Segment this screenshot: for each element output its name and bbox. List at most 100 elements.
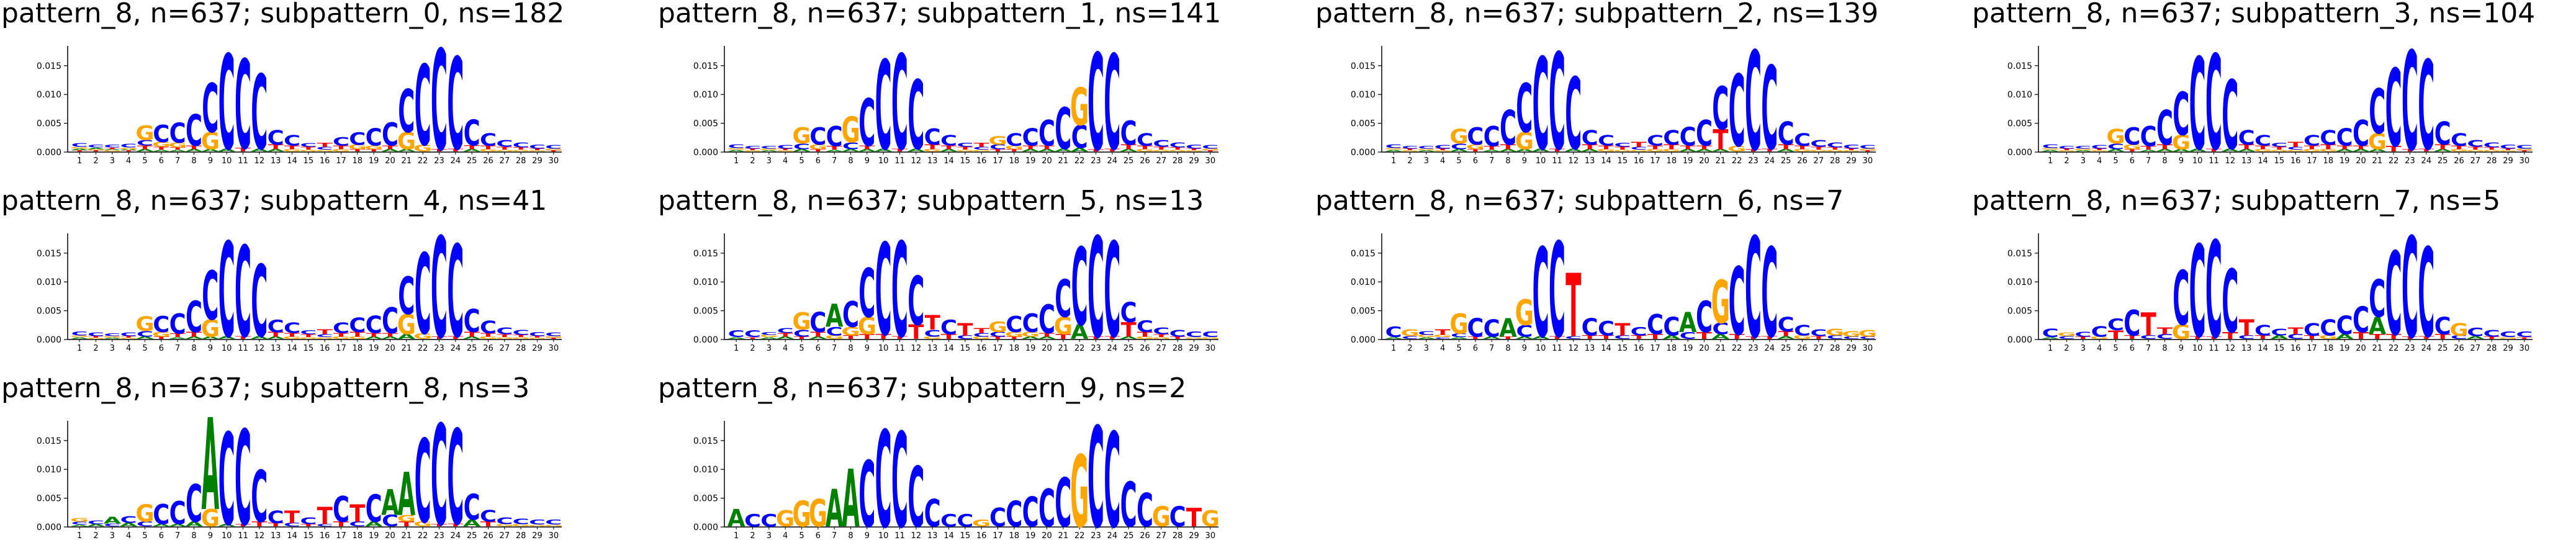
- logo-letter-T: T: [448, 335, 463, 340]
- logo-letter-G: G: [1054, 312, 1073, 340]
- logo-letter-T: T: [349, 331, 366, 338]
- logo-letter-C: C: [744, 328, 761, 340]
- logo-letter-A: A: [251, 335, 269, 340]
- logo-letter-T: T: [72, 150, 88, 152]
- logo-letter-A: A: [1483, 150, 1502, 152]
- logo-letter-C: C: [415, 43, 431, 171]
- logo-letter-G: G: [2253, 149, 2272, 153]
- x-tick-label: 25: [467, 156, 477, 166]
- chart-title: pattern_8, n=637; subpattern_1, ns=141: [658, 0, 1221, 29]
- logo-letter-T: T: [827, 145, 843, 151]
- logo-letter-C: C: [153, 311, 169, 337]
- x-tick-label: 2: [93, 531, 98, 540]
- logo-letter-C: C: [464, 112, 480, 154]
- logo-letter-T: T: [349, 149, 365, 153]
- x-tick-label: 14: [943, 531, 954, 540]
- x-tick-label: 29: [2503, 156, 2513, 166]
- logo-panel: pattern_8, n=637; subpattern_5, ns=13 0.0…: [658, 185, 1220, 369]
- x-tick-label: 28: [2487, 344, 2497, 353]
- logo-letter-C: C: [1712, 75, 1729, 144]
- logo-letter-A: A: [826, 480, 844, 539]
- logo-letter-G: G: [495, 150, 514, 152]
- logo-letter-G: G: [841, 110, 860, 151]
- x-tick-label: 3: [110, 531, 115, 540]
- logo-letter-C: C: [2156, 101, 2173, 156]
- logo-letter-G: G: [1858, 328, 1877, 339]
- x-tick-label: 11: [894, 344, 905, 353]
- logo-letter-G: G: [1201, 148, 1220, 151]
- logo-letter-C: C: [1484, 120, 1500, 153]
- logo-letter-G: G: [70, 146, 89, 149]
- x-tick-label: 16: [320, 531, 330, 540]
- x-tick-label: 17: [2307, 344, 2317, 353]
- logo-letter-C: C: [2287, 333, 2304, 341]
- logo-letter-C: C: [251, 457, 268, 539]
- logo-letter-C: C: [529, 519, 546, 526]
- logo-letter-G: G: [544, 524, 563, 527]
- logo-letter-C: C: [137, 138, 153, 148]
- logo-letter-T: T: [1778, 330, 1795, 338]
- logo-letter-T: T: [399, 521, 415, 528]
- logo-letter-A: A: [1712, 149, 1730, 153]
- logo-letter-C: C: [1137, 484, 1153, 538]
- logo-letter-C: C: [349, 128, 366, 148]
- logo-letter-C: C: [940, 510, 957, 530]
- logo-letter-G: G: [809, 491, 827, 535]
- x-tick-label: 12: [911, 531, 922, 540]
- x-tick-label: 13: [271, 531, 281, 540]
- logo-letter-T: T: [859, 333, 875, 341]
- x-tick-label: 3: [1424, 156, 1429, 166]
- logo-letter-G: G: [528, 338, 546, 340]
- logo-letter-C: C: [71, 521, 88, 525]
- logo-letter-T: T: [1615, 320, 1631, 340]
- logo-letter-T: T: [431, 149, 447, 153]
- y-tick-label: 0.015: [37, 249, 61, 259]
- x-tick-label: 18: [353, 156, 363, 166]
- x-tick-label: 30: [1863, 344, 1873, 353]
- y-tick-label: 0.010: [2007, 277, 2032, 287]
- logo-letter-C: C: [2271, 142, 2287, 148]
- x-tick-label: 13: [271, 344, 281, 353]
- logo-letter-C: C: [875, 35, 892, 178]
- logo-letter-G: G: [2090, 336, 2109, 340]
- logo-letter-A: A: [169, 150, 187, 152]
- logo-letter-C: C: [2353, 300, 2369, 341]
- logo-letter-C: C: [1402, 145, 1418, 150]
- x-tick-label: 11: [2209, 344, 2219, 353]
- x-tick-label: 24: [451, 156, 461, 166]
- logo-letter-G: G: [1662, 149, 1681, 153]
- logo-letter-A: A: [1385, 337, 1403, 340]
- logo-letter-G: G: [2123, 143, 2141, 151]
- logo-letter-G: G: [2041, 148, 2060, 150]
- logo-letter-G: G: [2515, 148, 2534, 151]
- logo-letter-G: G: [511, 524, 530, 528]
- x-tick-label: 24: [1107, 156, 1118, 166]
- x-tick-label: 19: [1025, 531, 1036, 540]
- logo-letter-A: A: [1022, 336, 1040, 340]
- logo-letter-C: C: [120, 331, 137, 337]
- x-tick-label: 1: [734, 531, 739, 540]
- logo-letter-T: T: [382, 332, 399, 338]
- logo-letter-C: C: [382, 300, 399, 342]
- logo-letter-C: C: [2058, 335, 2075, 340]
- x-tick-label: 10: [222, 531, 232, 540]
- logo-letter-G: G: [544, 148, 563, 151]
- logo-letter-G: G: [727, 148, 745, 150]
- logo-letter-A: A: [2107, 149, 2125, 153]
- x-tick-label: 10: [2192, 344, 2203, 353]
- logo-letter-A: A: [1581, 149, 1599, 153]
- logo-letter-G: G: [1858, 148, 1877, 151]
- logo-letter-C: C: [2304, 133, 2320, 150]
- logo-letter-C: C: [2304, 320, 2320, 340]
- x-tick-label: 23: [2405, 344, 2415, 353]
- logo-letter-A: A: [202, 336, 220, 340]
- x-tick-label: 18: [1667, 156, 1677, 166]
- logo-letter-C: C: [1385, 144, 1402, 150]
- logo-letter-C: C: [1120, 470, 1137, 540]
- logo-letter-T: T: [2239, 143, 2255, 151]
- chart-title: pattern_8, n=637; subpattern_0, ns=182: [1, 0, 564, 29]
- logo-letter-C: C: [2434, 116, 2451, 152]
- y-tick-label: 0.000: [693, 335, 718, 345]
- x-tick-label: 19: [1683, 156, 1693, 166]
- logo-panel: pattern_8, n=637; subpattern_7, ns=5 0.00…: [1972, 185, 2533, 369]
